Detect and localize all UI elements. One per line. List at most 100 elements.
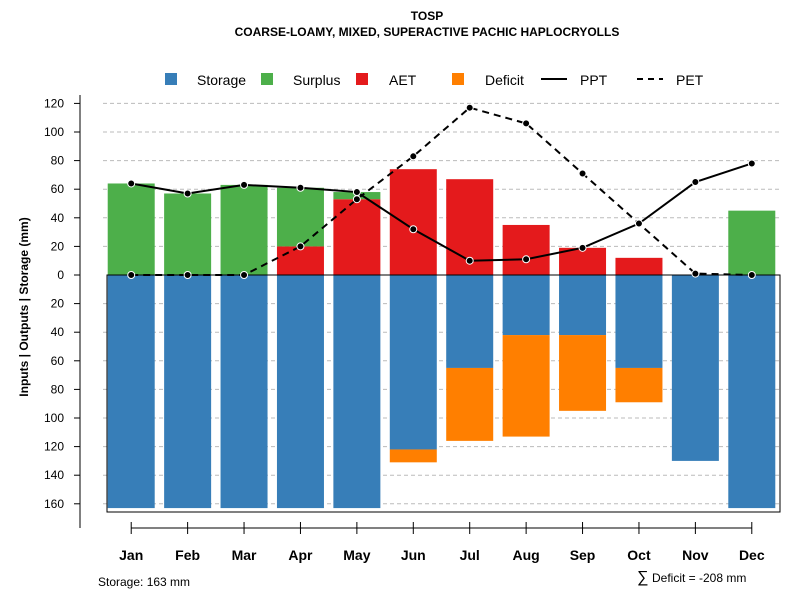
y-tick-label: 40 xyxy=(51,211,65,225)
y-tick-label: 80 xyxy=(51,382,65,396)
legend-label-pet: PET xyxy=(676,72,704,88)
line-pet xyxy=(131,106,752,276)
bar-surplus xyxy=(107,183,155,275)
legend-swatch-deficit xyxy=(452,73,464,85)
x-tick-label: Jul xyxy=(460,547,480,563)
deficit-note: Deficit = -208 mm xyxy=(652,571,746,585)
point-ppt xyxy=(352,188,361,197)
legend-label-ppt: PPT xyxy=(580,72,608,88)
bar-storage xyxy=(615,275,663,368)
point-ppt xyxy=(240,180,249,189)
bar-aet xyxy=(502,224,550,275)
point-pet xyxy=(409,152,418,161)
point-ppt xyxy=(691,178,700,187)
x-tick-label: Aug xyxy=(513,547,540,563)
bar-deficit xyxy=(559,335,607,411)
bar-aet xyxy=(615,257,663,275)
bar-storage xyxy=(389,275,437,450)
point-pet xyxy=(522,119,531,128)
bar-storage xyxy=(164,275,212,509)
point-ppt xyxy=(183,189,192,198)
point-ppt xyxy=(296,183,305,192)
x-tick-label: Jan xyxy=(119,547,143,563)
bar-surplus xyxy=(164,193,212,275)
y-axis-label: Inputs | Outputs | Storage (mm) xyxy=(17,217,31,396)
y-tick-label: 100 xyxy=(44,125,64,139)
x-tick-label: May xyxy=(343,547,370,563)
bar-storage xyxy=(333,275,381,509)
y-tick-label: 40 xyxy=(51,325,65,339)
chart-subtitle: COARSE-LOAMY, MIXED, SUPERACTIVE PACHIC … xyxy=(235,25,620,39)
y-tick-label: 120 xyxy=(44,440,64,454)
bar-storage xyxy=(276,275,324,509)
y-tick-label: 100 xyxy=(44,411,64,425)
y-tick-label: 120 xyxy=(44,96,64,110)
x-tick-label: Nov xyxy=(682,547,709,563)
bar-surplus xyxy=(728,210,776,275)
legend-label-deficit: Deficit xyxy=(485,72,524,88)
bar-deficit xyxy=(389,449,437,463)
legend-swatch-aet xyxy=(356,73,368,85)
x-axis: Jan Feb Mar Apr May Jun Jul Aug Sep Oct Nov Dec xyxy=(119,522,765,563)
legend-label-surplus: Surplus xyxy=(293,72,340,88)
bar-storage xyxy=(728,275,776,509)
bar-deficit xyxy=(502,335,550,437)
y-axis: 120 100 80 60 40 20 0 20 40 60 80 100 120 140 160 xyxy=(44,95,81,528)
y-tick-label: 60 xyxy=(51,182,65,196)
x-tick-label: Apr xyxy=(288,547,313,563)
bar-deficit xyxy=(615,367,663,403)
chart-title: TOSP xyxy=(411,9,443,23)
point-pet xyxy=(127,271,136,279)
x-tick-label: Dec xyxy=(739,547,765,563)
y-tick-label: 60 xyxy=(51,354,65,368)
point-pet xyxy=(352,195,361,204)
bars xyxy=(107,169,776,509)
bar-storage xyxy=(220,275,268,509)
gridlines xyxy=(103,102,780,505)
legend-label-storage: Storage xyxy=(197,72,246,88)
point-ppt xyxy=(465,256,474,265)
storage-note: Storage: 163 mm xyxy=(98,575,190,589)
bar-storage xyxy=(107,275,155,509)
point-ppt xyxy=(127,179,136,188)
point-ppt xyxy=(522,255,531,264)
y-tick-label: 140 xyxy=(44,468,64,482)
series-lines xyxy=(127,103,756,279)
bar-deficit xyxy=(446,367,494,441)
y-tick-label: 160 xyxy=(44,497,64,511)
bar-storage xyxy=(559,275,607,336)
point-ppt xyxy=(409,225,418,234)
bar-storage xyxy=(502,275,550,336)
legend-swatch-storage xyxy=(165,73,177,85)
bar-aet xyxy=(276,246,324,275)
legend-label-aet: AET xyxy=(389,72,417,88)
x-tick-label: Mar xyxy=(232,547,257,563)
point-pet xyxy=(183,271,192,279)
bar-aet xyxy=(389,169,437,275)
x-tick-label: Oct xyxy=(627,547,651,563)
x-tick-label: Feb xyxy=(175,547,200,563)
sum-symbol: ∑ xyxy=(637,569,648,586)
y-tick-label: 0 xyxy=(57,268,64,282)
bar-aet xyxy=(559,247,607,275)
x-tick-label: Jun xyxy=(401,547,426,563)
point-pet xyxy=(240,271,249,279)
point-pet xyxy=(691,269,700,278)
point-pet xyxy=(296,242,305,251)
y-tick-label: 20 xyxy=(51,297,65,311)
y-tick-label: 20 xyxy=(51,239,65,253)
line-ppt xyxy=(131,162,753,262)
point-pet xyxy=(634,219,643,228)
bar-storage xyxy=(671,275,719,461)
legend: Storage Surplus AET Deficit PPT PET xyxy=(165,72,704,88)
point-pet xyxy=(747,271,756,279)
bar-surplus xyxy=(276,187,324,247)
point-ppt xyxy=(747,159,756,168)
legend-swatch-surplus xyxy=(261,73,273,85)
point-pet xyxy=(465,103,474,112)
point-pet xyxy=(578,169,587,178)
bar-surplus xyxy=(220,184,268,275)
bar-storage xyxy=(446,275,494,368)
point-ppt xyxy=(578,243,587,252)
